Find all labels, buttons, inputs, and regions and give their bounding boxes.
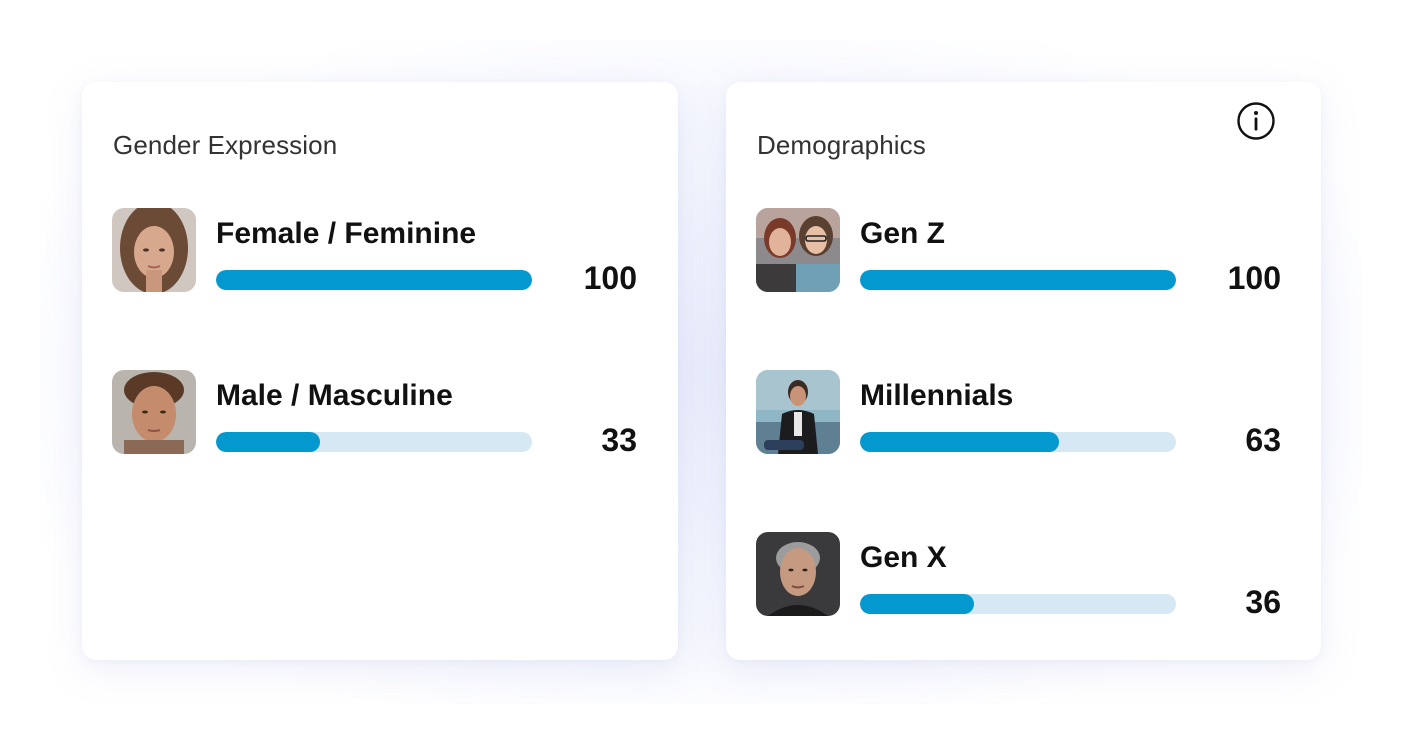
metric-row-gen-z: Gen Z 100: [756, 208, 1286, 296]
avatar-male: [112, 370, 196, 454]
avatar-gen-x: [756, 532, 840, 616]
card-title: Demographics: [757, 130, 926, 160]
avatar-millennials: [756, 370, 840, 454]
metric-value: 63: [1245, 422, 1281, 458]
metric-row-millennials: Millennials 63: [756, 370, 1286, 458]
progress-bar-fill: [860, 270, 1176, 290]
metric-value: 100: [1227, 260, 1281, 296]
metric-label: Gen X: [860, 541, 947, 574]
progress-bar-fill: [216, 432, 321, 452]
demographics-card: Demographics Gen Z 100: [726, 82, 1321, 660]
progress-bar-track: [860, 432, 1176, 452]
metric-value: 33: [601, 422, 637, 458]
progress-bar-fill: [860, 594, 974, 614]
progress-bar-track: [860, 594, 1176, 614]
avatar-female: [112, 208, 196, 292]
metric-row-gen-x: Gen X 36: [756, 532, 1286, 620]
metric-value: 36: [1245, 584, 1281, 620]
info-icon[interactable]: [1237, 102, 1275, 140]
metric-label: Gen Z: [860, 217, 946, 250]
progress-bar-track: [860, 270, 1176, 290]
progress-bar-track: [216, 432, 532, 452]
metric-value: 100: [583, 260, 637, 296]
metric-row-male: Male / Masculine 33: [112, 370, 642, 458]
metric-label: Female / Feminine: [216, 217, 477, 250]
metric-row-female: Female / Feminine 100: [112, 208, 642, 296]
avatar-gen-z: [756, 208, 840, 292]
progress-bar-fill: [860, 432, 1060, 452]
gender-expression-card: Gender Expression Female / Feminine 100: [82, 82, 678, 660]
progress-bar-track: [216, 270, 532, 290]
card-title: Gender Expression: [113, 130, 338, 160]
metric-label: Male / Masculine: [216, 379, 453, 412]
metric-label: Millennials: [860, 379, 1014, 412]
progress-bar-fill: [216, 270, 532, 290]
